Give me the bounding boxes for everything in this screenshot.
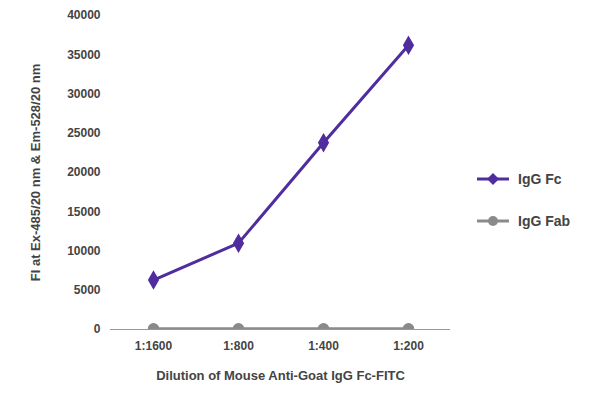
svg-text:10000: 10000 [67, 244, 101, 258]
html-text:IgG Fab: IgG Fab [518, 212, 571, 229]
svg-text:20000: 20000 [67, 165, 101, 179]
svg-text:25000: 25000 [67, 126, 101, 140]
svg-text:1:200: 1:200 [393, 339, 424, 353]
svg-text:1:800: 1:800 [223, 339, 254, 353]
svg-text:0: 0 [94, 322, 101, 336]
svg-text:1:1600: 1:1600 [135, 339, 173, 353]
svg-text:30000: 30000 [67, 87, 101, 101]
svg-text:Dilution of Mouse Anti-Goat Ig: Dilution of Mouse Anti-Goat IgG Fc-FITC [156, 368, 405, 383]
svg-text:FI at Ex-485/20 nm & Em-528/20: FI at Ex-485/20 nm & Em-528/20 nm [28, 64, 43, 281]
svg-text:1:400: 1:400 [308, 339, 339, 353]
html-text:IgG Fc: IgG Fc [518, 170, 562, 187]
svg-text:40000: 40000 [67, 8, 101, 22]
svg-text:15000: 15000 [67, 205, 101, 219]
svg-text:5000: 5000 [74, 283, 101, 297]
svg-text:35000: 35000 [67, 48, 101, 62]
